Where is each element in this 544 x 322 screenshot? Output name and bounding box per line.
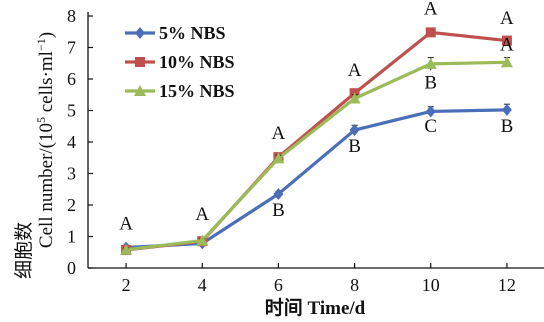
legend-label: 15% NBS — [159, 81, 235, 101]
significance-letter: B — [272, 200, 285, 221]
significance-letter: A — [272, 123, 286, 144]
y-axis-title-en: Cell number/(10 — [36, 123, 57, 248]
series-line — [125, 60, 507, 252]
y-tick-label: 7 — [67, 38, 76, 58]
data-point — [196, 234, 209, 246]
x-tick-label: 6 — [274, 275, 283, 295]
data-point — [500, 56, 513, 68]
y-axis-title-end: ) — [36, 32, 57, 38]
y-axis-title-mid: cells·ml — [36, 51, 57, 117]
significance-letter: B — [424, 72, 437, 93]
y-axis-title-cn: 细胞数 — [13, 222, 35, 279]
significance-letter: A — [424, 0, 438, 19]
y-axis-title: 细胞数 Cell number/(105 cells·ml−1) — [13, 32, 57, 279]
significance-letter: A — [348, 60, 362, 81]
x-tick-label: 12 — [498, 275, 516, 295]
y-tick-label: 6 — [67, 69, 76, 89]
data-point — [501, 35, 512, 46]
series-3 — [120, 56, 513, 255]
y-tick-label: 0 — [67, 258, 76, 278]
data-point — [348, 92, 361, 104]
data-point — [272, 152, 285, 164]
data-point — [501, 103, 512, 116]
legend-marker — [135, 27, 145, 39]
significance-letter: B — [348, 136, 361, 157]
data-point — [120, 243, 133, 255]
y-axis-title-sup2: −1 — [34, 38, 48, 51]
y-tick-label: 1 — [67, 227, 76, 247]
data-point — [425, 105, 436, 118]
significance-letter: A — [500, 35, 514, 56]
series-line — [125, 108, 507, 250]
legend-entry-1: 5% NBS — [125, 23, 226, 43]
y-tick-label: 4 — [67, 132, 76, 152]
legend-marker — [134, 85, 146, 96]
legend: 5% NBS 10% NBS 15% NBS — [125, 23, 235, 101]
significance-letter: A — [500, 8, 514, 29]
legend-marker — [135, 57, 145, 67]
y-tick-label: 2 — [67, 195, 76, 215]
data-point — [273, 187, 284, 200]
y-axis-title-sup1: 5 — [34, 117, 48, 123]
x-tick-label: 2 — [122, 275, 131, 295]
significance-letter: A — [195, 204, 209, 225]
significance-letter: B — [501, 116, 514, 137]
significance-letter: A — [119, 214, 133, 235]
significance-letter: C — [424, 116, 437, 137]
x-axis-title: 时间 Time/d — [265, 297, 366, 319]
y-tick-label: 5 — [67, 101, 76, 121]
y-tick-label: 3 — [67, 164, 76, 184]
legend-label: 10% NBS — [159, 52, 235, 72]
data-point — [425, 27, 436, 38]
legend-entry-3: 15% NBS — [125, 81, 235, 101]
x-tick-label: 8 — [350, 275, 359, 295]
data-point — [424, 57, 437, 69]
legend-entry-2: 10% NBS — [125, 52, 235, 72]
y-tick-label: 8 — [67, 6, 76, 26]
x-tick-label: 10 — [422, 275, 440, 295]
series-layer — [120, 27, 513, 256]
x-tick-label: 4 — [198, 275, 207, 295]
legend-label: 5% NBS — [159, 23, 226, 43]
data-point — [349, 124, 360, 137]
